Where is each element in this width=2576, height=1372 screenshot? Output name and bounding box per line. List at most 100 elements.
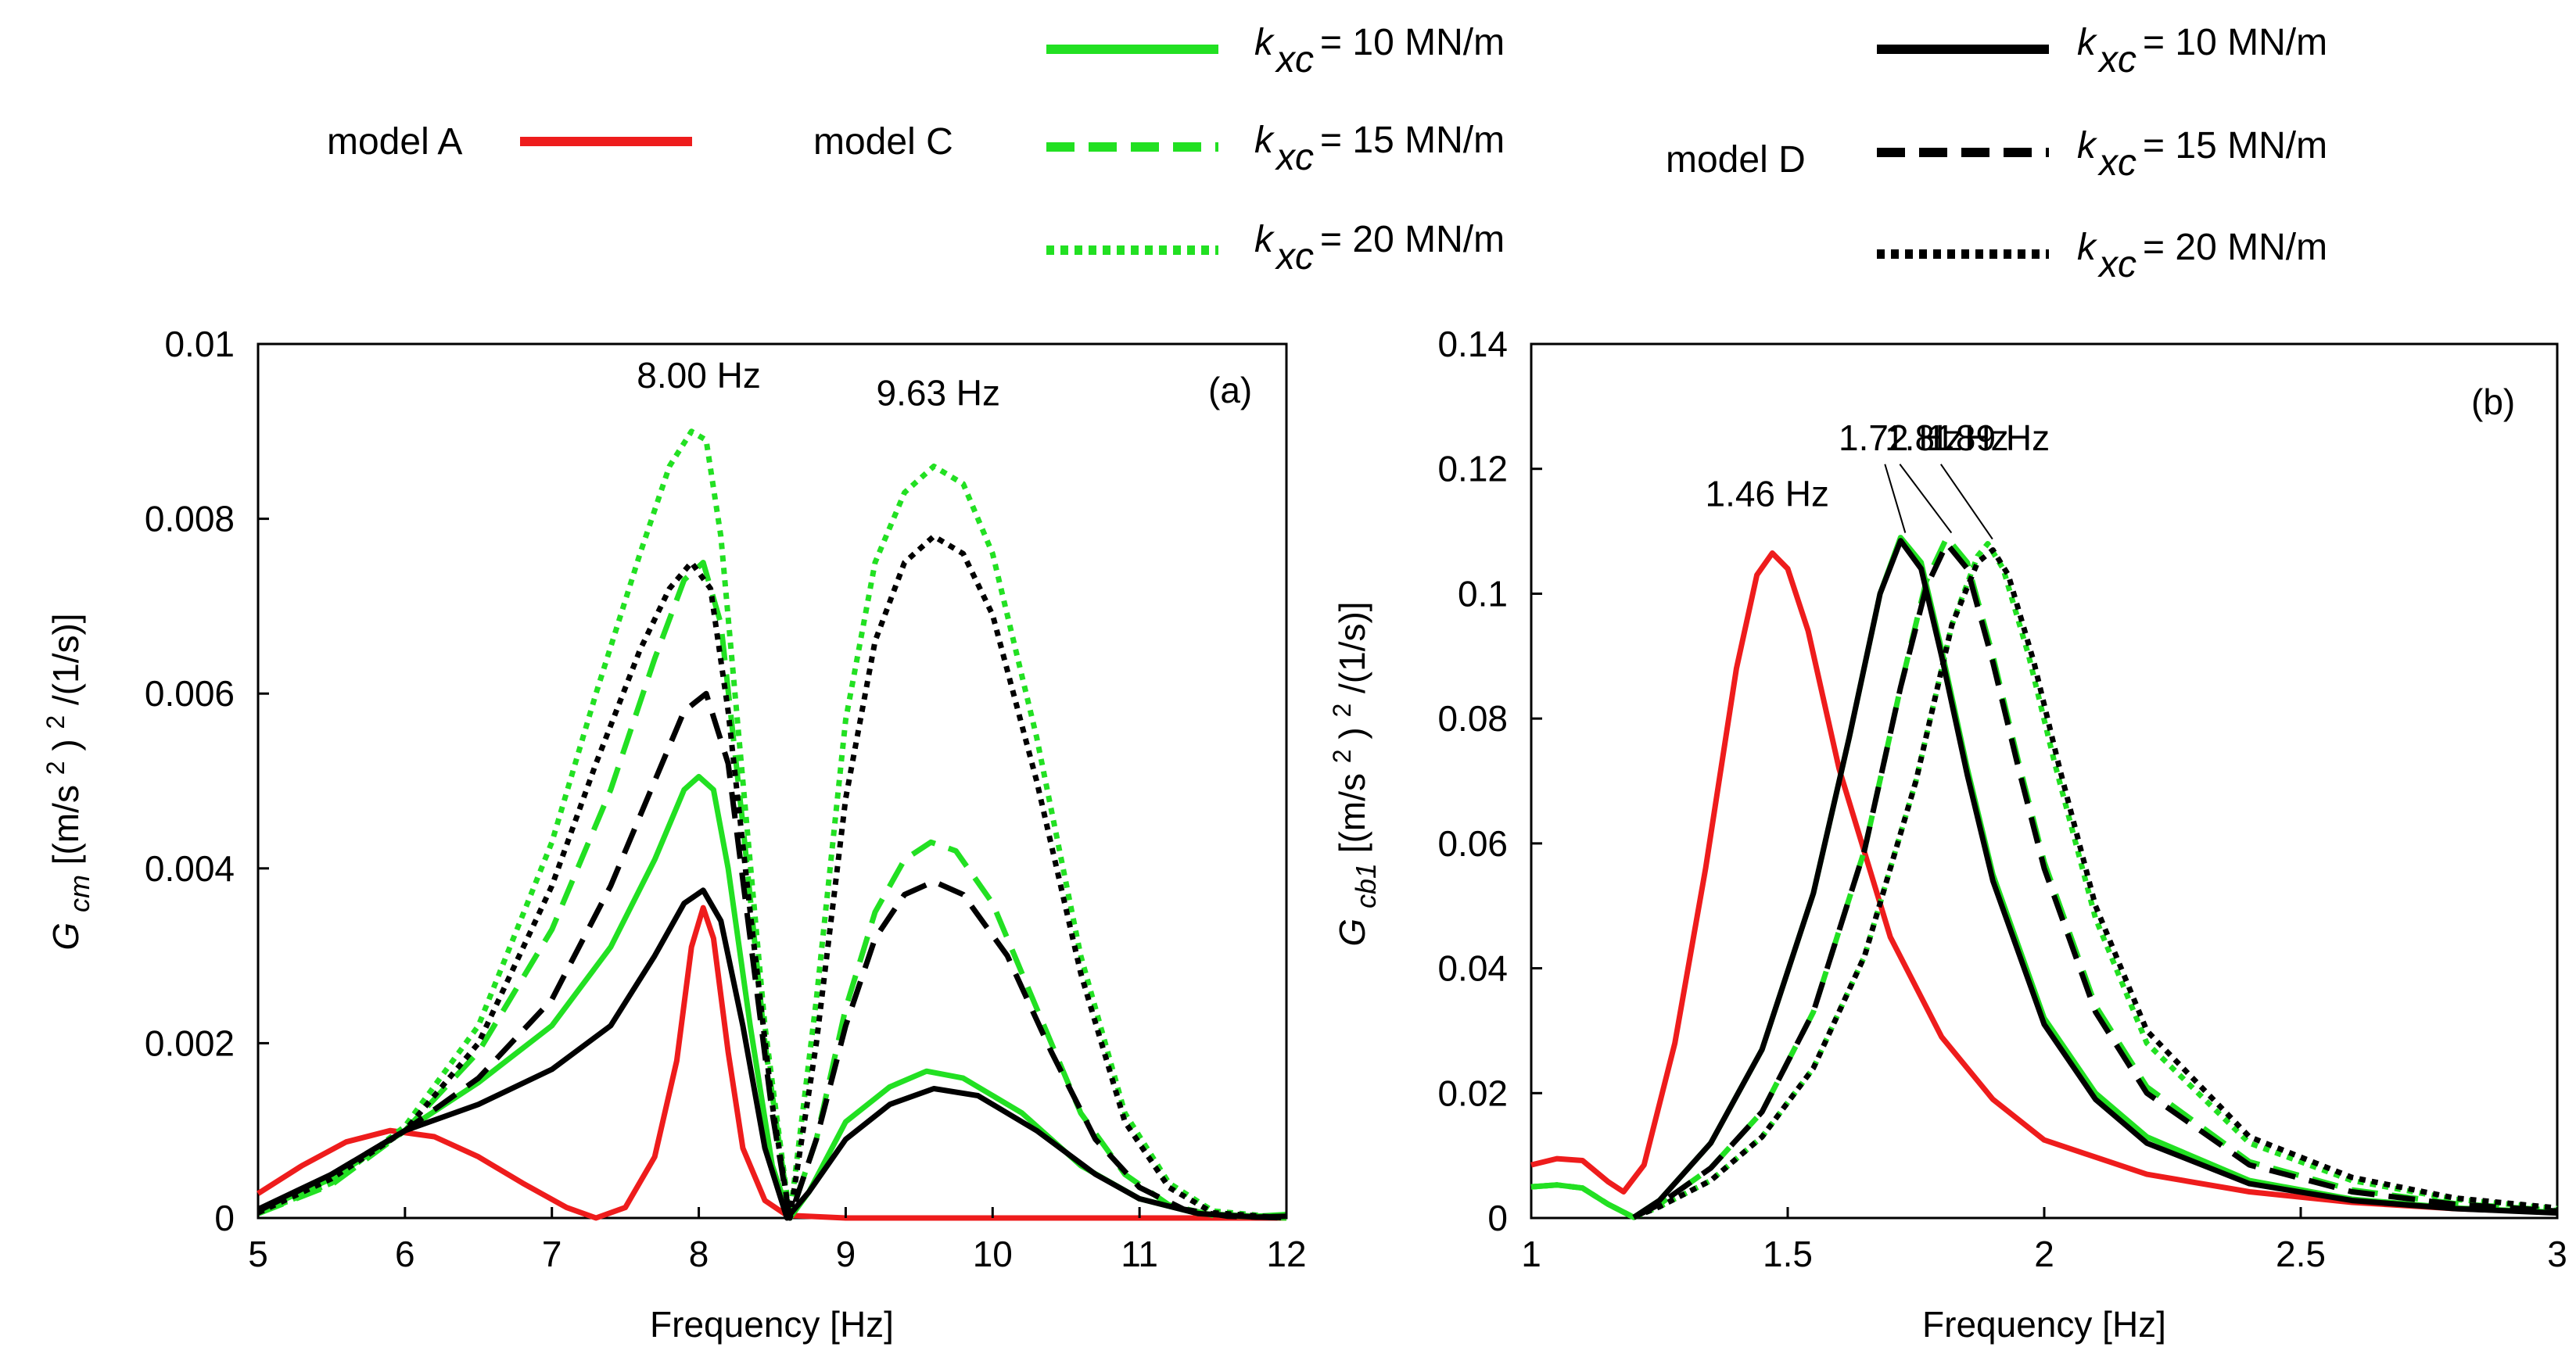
x-tick-label: 1 bbox=[1521, 1234, 1541, 1274]
y-tick-label: 0.002 bbox=[145, 1023, 235, 1063]
legend-k-symbol: k bbox=[1254, 22, 1275, 63]
x-tick-label: 1.5 bbox=[1763, 1234, 1813, 1274]
series-line-1 bbox=[1530, 535, 2558, 1220]
series-line-3 bbox=[1530, 541, 2558, 1220]
x-tick-label: 10 bbox=[973, 1234, 1013, 1274]
annotation-layer: 1.46 Hz1.72 Hz1.81 Hz1.89 Hz bbox=[1705, 417, 2050, 540]
series-line-5 bbox=[257, 690, 1287, 1221]
legend-value: = 20 MN/m bbox=[1320, 219, 1505, 260]
plot-frame bbox=[257, 342, 1288, 1220]
series-line-6 bbox=[1632, 547, 2558, 1220]
y-tick-label: 0.008 bbox=[145, 499, 235, 539]
legend-label-model-c: model C bbox=[813, 121, 953, 163]
x-tick-label: 6 bbox=[395, 1234, 415, 1274]
y-tick-label: 0.04 bbox=[1437, 948, 1508, 989]
plot-frame bbox=[1530, 342, 2559, 1220]
series-line-5 bbox=[1632, 541, 2558, 1220]
y-axis-label: G cm [(m/s 2 ) 2 /(1/s)] bbox=[31, 613, 97, 950]
annotation-leader-line bbox=[1899, 464, 1953, 534]
y-label-subscript: cb1 bbox=[1350, 863, 1382, 908]
x-tick-label: 3 bbox=[2547, 1234, 2567, 1274]
annotation-leader-line bbox=[1940, 464, 1993, 540]
legend-k-sub: xc bbox=[2097, 244, 2137, 285]
y-label-sup1: 2 bbox=[1328, 749, 1356, 763]
series-line-2 bbox=[1530, 535, 2558, 1220]
series-layer bbox=[257, 428, 1287, 1221]
series-layer bbox=[1530, 535, 2558, 1220]
legend-entry-d-20: k xc = 20 MN/m bbox=[2077, 227, 2327, 285]
legend-entry-d-15: k xc = 15 MN/m bbox=[2077, 125, 2327, 184]
y-tick-label: 0.08 bbox=[1437, 698, 1508, 739]
y-tick-label: 0.14 bbox=[1437, 324, 1508, 364]
legend-entry-c-10: k xc = 10 MN/m bbox=[1254, 22, 1505, 81]
y-tick-label: 0.004 bbox=[145, 848, 235, 889]
y-tick-label: 0.06 bbox=[1437, 823, 1508, 864]
peak-annotation: 1.81 Hz bbox=[1885, 417, 2009, 458]
y-tick-label: 0.02 bbox=[1437, 1073, 1508, 1113]
x-tick-label: 7 bbox=[542, 1234, 562, 1274]
legend-k-sub: xc bbox=[2097, 142, 2137, 184]
x-tick-label: 11 bbox=[1121, 1234, 1158, 1274]
y-label-units-b: ) bbox=[45, 739, 86, 750]
legend-value: = 10 MN/m bbox=[1320, 22, 1505, 63]
y-label-sup2: 2 bbox=[41, 715, 70, 729]
legend-k-symbol: k bbox=[2077, 227, 2098, 268]
series-line-4 bbox=[1632, 538, 2558, 1220]
ticks-layer: 1 1.5 2 2.5 3 0 0.02 0.04 0.06 0.08 0.1 0.12 0.14 bbox=[1437, 324, 2567, 1274]
peak-annotation: 9.63 Hz bbox=[877, 372, 1001, 413]
series-line-0 bbox=[1530, 550, 2558, 1216]
ticks-layer: 5 6 7 8 9 10 11 12 0 0.002 0.004 0.006 0.008 0.01 bbox=[145, 324, 1307, 1274]
legend-value: = 10 MN/m bbox=[2143, 22, 2327, 63]
legend-entry-d-10: k xc = 10 MN/m bbox=[2077, 22, 2327, 81]
y-label-units-a: [(m/s bbox=[1332, 773, 1372, 853]
y-label-sup2: 2 bbox=[1328, 704, 1356, 718]
legend-value: = 20 MN/m bbox=[2143, 227, 2327, 268]
panel-tag: (a) bbox=[1208, 370, 1252, 410]
peak-annotation: 1.89 Hz bbox=[1926, 417, 2050, 458]
legend-k-symbol: k bbox=[2077, 22, 2098, 63]
y-label-subscript: cm bbox=[63, 875, 95, 912]
y-label-units-b: ) bbox=[1332, 727, 1372, 739]
y-tick-label: 0.006 bbox=[145, 673, 235, 714]
legend-entry-c-20: k xc = 20 MN/m bbox=[1254, 219, 1505, 278]
y-axis-label: G cb1 [(m/s 2 ) 2 /(1/s)] bbox=[1318, 601, 1383, 946]
legend-k-sub: xc bbox=[1275, 137, 1314, 178]
legend-k-symbol: k bbox=[1254, 120, 1275, 161]
peak-annotation: 1.46 Hz bbox=[1705, 474, 1829, 514]
annotation-leader-line bbox=[1884, 464, 1907, 533]
legend-label-model-d: model D bbox=[1666, 139, 1806, 181]
x-tick-label: 2.5 bbox=[2276, 1234, 2326, 1274]
y-label-units-c: /(1/s)] bbox=[1332, 601, 1372, 693]
chart-panel-a: 5 6 7 8 9 10 11 12 0 0.002 0.004 0.006 0.008 0.01 8.0… bbox=[31, 324, 1307, 1345]
y-label-units-c: /(1/s)] bbox=[45, 613, 86, 705]
panel-tag: (b) bbox=[2471, 382, 2515, 422]
legend-k-symbol: k bbox=[2077, 125, 2098, 167]
y-label-sup1: 2 bbox=[41, 761, 70, 775]
y-tick-label: 0 bbox=[1487, 1198, 1508, 1238]
legend-value: = 15 MN/m bbox=[2143, 125, 2327, 167]
y-label-symbol: G bbox=[1332, 919, 1372, 947]
series-line-0 bbox=[257, 905, 1286, 1221]
series-line-6 bbox=[257, 533, 1287, 1221]
legend-k-sub: xc bbox=[1275, 39, 1314, 81]
legend: model A model C k xc = 10 MN/m k xc = 15… bbox=[327, 22, 2327, 285]
peak-annotation: 8.00 Hz bbox=[637, 355, 761, 396]
legend-label-model-a: model A bbox=[327, 121, 462, 163]
peak-annotation: 1.72 Hz bbox=[1839, 417, 1963, 458]
legend-value: = 15 MN/m bbox=[1320, 120, 1505, 161]
y-label-symbol: G bbox=[45, 922, 86, 951]
y-tick-label: 0.1 bbox=[1458, 573, 1508, 614]
series-line-4 bbox=[257, 887, 1287, 1221]
x-tick-label: 9 bbox=[836, 1234, 856, 1274]
x-tick-label: 2 bbox=[2034, 1234, 2054, 1274]
x-axis-label: Frequency [Hz] bbox=[1922, 1304, 2166, 1345]
y-tick-label: 0.12 bbox=[1437, 449, 1508, 489]
y-tick-label: 0 bbox=[214, 1198, 235, 1238]
annotation-layer: 8.00 Hz 9.63 Hz bbox=[637, 355, 1000, 413]
y-label-units-a: [(m/s bbox=[45, 785, 86, 865]
chart-panel-b: 1 1.5 2 2.5 3 0 0.02 0.04 0.06 0.08 0.1 0.12 0.14 1.… bbox=[1318, 324, 2567, 1345]
x-tick-label: 5 bbox=[248, 1234, 268, 1274]
series-line-1 bbox=[257, 773, 1287, 1221]
y-tick-label: 0.01 bbox=[164, 324, 235, 364]
